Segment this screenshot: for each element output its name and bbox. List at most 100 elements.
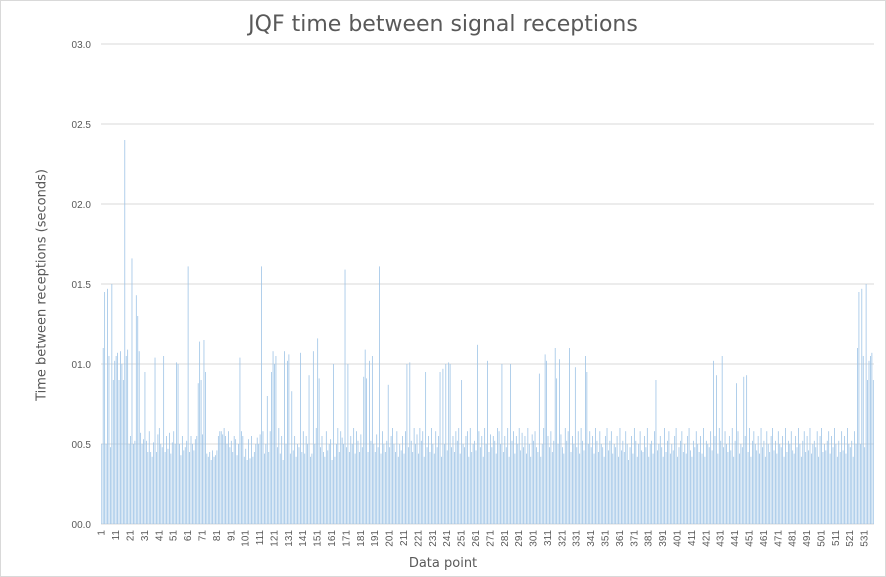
bar [163, 356, 165, 524]
bar [504, 436, 506, 524]
bar [570, 452, 572, 524]
bar [472, 444, 474, 524]
bar [160, 444, 162, 524]
bar [625, 431, 627, 524]
bar [717, 453, 719, 524]
bar [799, 444, 801, 524]
x-tick-label: 521 [845, 530, 856, 547]
bar [597, 452, 599, 524]
bar [284, 351, 285, 524]
bar [681, 431, 683, 524]
bar [746, 375, 748, 524]
bar [456, 440, 458, 524]
bar [517, 444, 519, 524]
bar [818, 456, 820, 524]
bar [646, 428, 648, 524]
bar [657, 450, 658, 524]
x-tick-label: 501 [816, 530, 827, 547]
bar [474, 440, 475, 524]
bar [278, 428, 280, 524]
bar [806, 436, 808, 524]
bar [246, 460, 248, 524]
bar [605, 436, 606, 524]
bar [546, 360, 547, 524]
bar [435, 431, 437, 524]
bar [705, 440, 707, 524]
y-tick-label: 01.5 [72, 280, 92, 291]
bar [120, 351, 121, 524]
bar [117, 352, 118, 524]
bar [500, 444, 501, 524]
bar [524, 436, 526, 524]
bar [402, 436, 403, 524]
bar [465, 436, 467, 524]
bar [330, 439, 332, 524]
bar [395, 452, 396, 524]
bar [292, 450, 294, 524]
bar [759, 453, 760, 524]
bar [367, 452, 369, 524]
bar [708, 447, 710, 524]
bar [488, 452, 490, 524]
bar [180, 455, 182, 524]
x-tick-label: 531 [860, 530, 871, 547]
bar [124, 140, 126, 524]
x-tick-label: 511 [831, 530, 842, 546]
bar [844, 436, 845, 524]
bar [291, 391, 293, 524]
bar [767, 444, 769, 524]
bar [295, 456, 297, 524]
bar [216, 450, 218, 524]
bar [697, 444, 699, 524]
bar [415, 444, 416, 524]
bar [672, 450, 674, 524]
bar [236, 455, 238, 524]
bar [281, 436, 283, 524]
bar [305, 436, 307, 524]
bar [718, 428, 720, 524]
bar [757, 436, 759, 524]
bar [484, 428, 486, 524]
x-tick-label: 321 [557, 530, 568, 547]
bar [777, 431, 779, 524]
x-tick-label: 171 [341, 530, 352, 547]
x-tick-label: 421 [701, 530, 712, 547]
bar [297, 444, 298, 524]
bar [107, 288, 108, 524]
bar [183, 450, 185, 524]
bar [252, 456, 254, 524]
bar [752, 440, 753, 524]
bar [793, 453, 795, 524]
bar [641, 450, 642, 524]
x-tick-labels: 1 11 21 31 41 51 61 71 81 91 101 111 121 131 141 151 161… [97, 530, 871, 547]
bar [341, 437, 343, 524]
bar [312, 351, 314, 524]
bar [762, 447, 763, 524]
bar [523, 447, 524, 524]
x-tick-label: 201 [385, 530, 396, 547]
bar [350, 436, 352, 524]
bar [787, 440, 789, 524]
bar [574, 367, 576, 524]
bar [514, 453, 516, 524]
bar [225, 436, 226, 524]
bar [429, 452, 431, 524]
bar [821, 428, 822, 524]
bar [870, 356, 871, 524]
bar [387, 384, 389, 524]
bar [819, 436, 821, 524]
bar [727, 452, 729, 524]
bar [187, 266, 189, 524]
bar [359, 452, 360, 524]
bar [701, 453, 703, 524]
bar [583, 450, 585, 524]
bar [603, 456, 605, 524]
bar [458, 428, 460, 524]
bar [271, 372, 273, 524]
bar [694, 447, 696, 524]
bar [133, 444, 134, 524]
bar [823, 444, 825, 524]
bar [219, 431, 221, 524]
bar [527, 428, 529, 524]
bar [471, 452, 473, 524]
